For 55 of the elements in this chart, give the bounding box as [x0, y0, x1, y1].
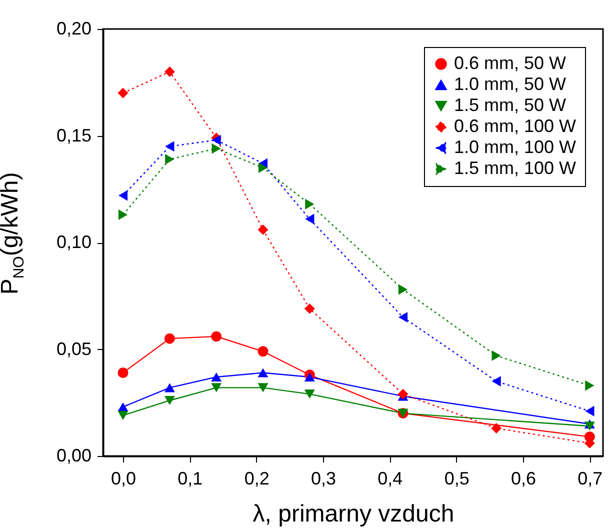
x-tick-label: 0,2 [244, 468, 270, 488]
point [118, 410, 128, 420]
point [585, 406, 594, 416]
point [211, 383, 222, 392]
point [585, 380, 594, 391]
point [398, 312, 408, 322]
x-tick-label: 0,0 [110, 468, 136, 488]
point [258, 224, 268, 235]
point [258, 383, 268, 392]
point [492, 350, 501, 361]
point [118, 402, 128, 412]
y-tick-label: 0,10 [56, 232, 92, 252]
point [304, 372, 315, 382]
x-tick-label: 0,7 [578, 468, 603, 488]
point [258, 162, 268, 174]
point [584, 422, 595, 431]
point [164, 396, 175, 406]
point [304, 390, 315, 399]
y-tick-label: 0,00 [56, 446, 92, 466]
point [164, 383, 175, 392]
point [258, 368, 268, 378]
x-tick-label: 0,5 [444, 468, 470, 488]
point [118, 210, 128, 220]
point [398, 388, 408, 400]
point [165, 154, 174, 164]
point [212, 143, 221, 154]
legend-label: 0.6 mm, 50 W [454, 53, 566, 73]
x-axis-title: λ, primarny vzduch [252, 500, 454, 528]
point [211, 331, 222, 342]
point [491, 423, 502, 434]
point [398, 284, 408, 295]
x-tick-label: 0,3 [310, 468, 336, 488]
legend-label: 1.0 mm, 50 W [454, 74, 566, 94]
legend-label: 1.5 mm, 100 W [454, 158, 576, 178]
point [258, 346, 268, 357]
point [118, 88, 128, 98]
x-tick-label: 0,6 [510, 468, 536, 488]
point [118, 190, 128, 201]
legend-label: 1.5 mm, 50 W [454, 95, 566, 115]
point [164, 66, 175, 77]
point [165, 141, 174, 152]
point [305, 198, 314, 210]
x-tick-label: 0,1 [178, 468, 203, 488]
y-tick-label: 0,05 [56, 338, 92, 359]
legend-label: 1.0 mm, 100 W [454, 137, 576, 157]
x-tick-label: 0,4 [378, 468, 403, 488]
y-tick-label: 0,15 [56, 125, 92, 146]
legend-label: 0.6 mm, 100 W [454, 116, 576, 136]
y-tick-label: 0,20 [56, 18, 92, 38]
point [305, 214, 314, 224]
point [211, 372, 222, 382]
point [492, 376, 501, 387]
point [164, 333, 175, 344]
point [304, 303, 315, 314]
point [118, 368, 128, 378]
